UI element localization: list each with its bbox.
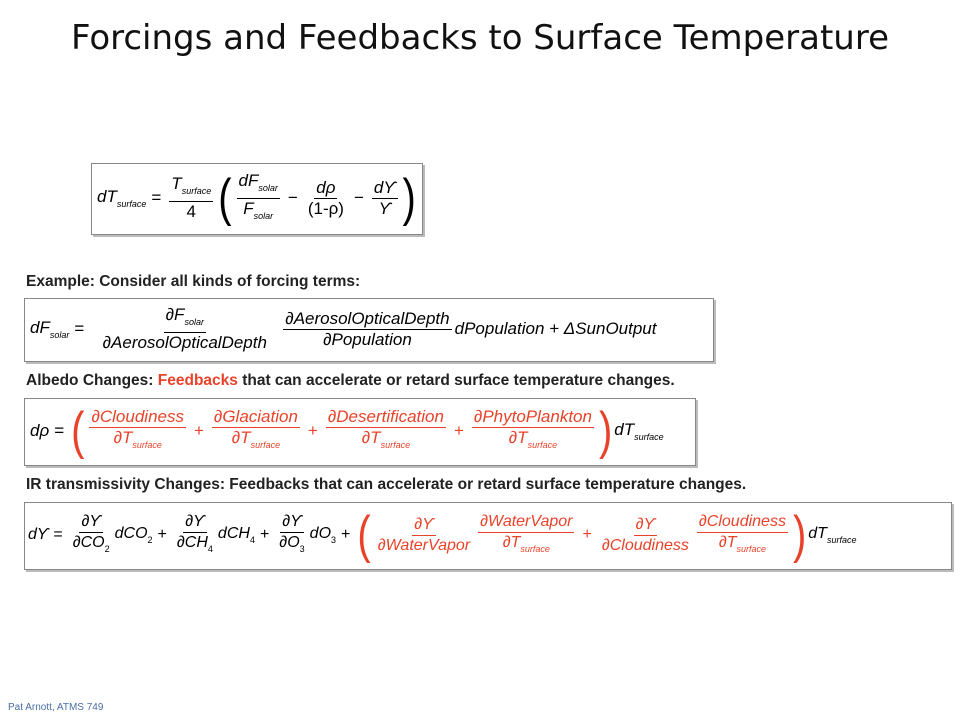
ir-text: IR transmissivity Changes: Feedbacks tha… (26, 476, 747, 493)
albedo-equation-box (24, 398, 696, 466)
solar-equation-box (24, 298, 714, 362)
ir-equation: dϒ = ∂ϒ ∂CO2 dCO2 + ∂ϒ ∂CH4 dCH4 + ∂ϒ ∂O… (28, 506, 857, 564)
coef-fraction: Tsurface 4 (169, 174, 214, 221)
albedo-text: Albedo Changes: Feedbacks that can accel… (26, 372, 675, 389)
slide-title: Forcings and Feedbacks to Surface Temper… (70, 18, 890, 58)
example-text: Example: Consider all kinds of forcing t… (26, 273, 361, 290)
solar-fraction: dFsolar Fsolar (236, 170, 280, 221)
albedo-fraction: dρ (1-ρ) (307, 177, 344, 218)
feedbacks-highlight: Feedbacks (157, 372, 238, 389)
ir-equation-box (24, 502, 952, 570)
albedo-equation: dρ = ( ∂Cloudiness ∂Tsurface + ∂Glaciati… (30, 402, 664, 460)
solar-equation: dFsolar = ∂Fsolar ∂AerosolOpticalDepth ∂… (30, 305, 657, 352)
ir-fraction: dϒ ϒ (371, 177, 398, 218)
main-equation-box (91, 163, 423, 235)
main-lhs: dTsurface (97, 187, 147, 209)
footer-credit: Pat Arnott, ATMS 749 (8, 702, 104, 713)
main-equation: dTsurface = Tsurface 4 ( dFsolar Fsolar … (97, 169, 416, 227)
